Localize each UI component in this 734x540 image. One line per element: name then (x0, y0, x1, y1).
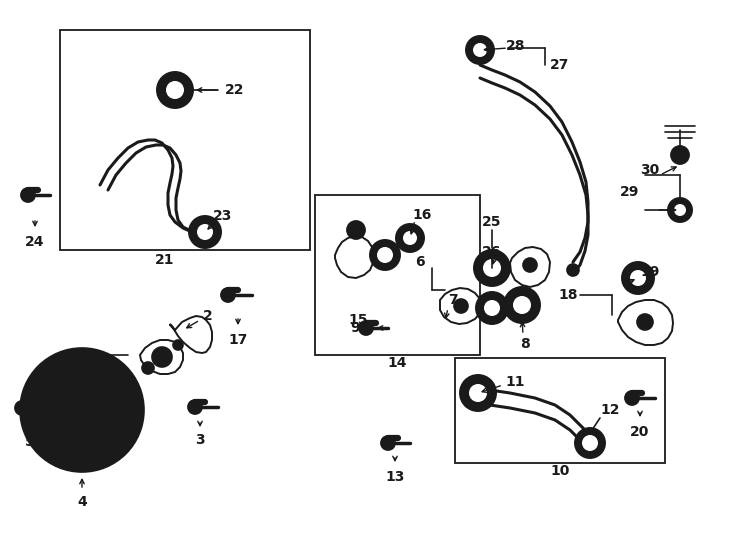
Circle shape (157, 72, 193, 108)
Circle shape (637, 314, 653, 330)
Circle shape (371, 248, 385, 262)
Text: 20: 20 (631, 425, 650, 439)
Text: 19: 19 (640, 265, 660, 279)
Text: 12: 12 (600, 403, 619, 417)
Text: 22: 22 (225, 83, 244, 97)
Circle shape (484, 300, 500, 316)
Circle shape (567, 264, 579, 276)
Text: 25: 25 (482, 215, 502, 229)
Text: 14: 14 (388, 356, 407, 370)
Text: 17: 17 (228, 333, 247, 347)
Circle shape (370, 240, 400, 270)
Text: 7: 7 (448, 293, 458, 307)
Circle shape (173, 340, 183, 350)
Circle shape (72, 400, 92, 420)
Text: 26: 26 (482, 245, 501, 259)
Circle shape (460, 375, 496, 411)
Circle shape (20, 348, 144, 472)
Circle shape (142, 362, 154, 374)
Polygon shape (618, 300, 673, 345)
Circle shape (466, 36, 494, 64)
Polygon shape (140, 340, 183, 374)
Circle shape (377, 247, 393, 263)
Circle shape (48, 376, 116, 444)
Polygon shape (335, 236, 374, 278)
Polygon shape (510, 247, 550, 287)
Circle shape (38, 366, 126, 454)
Text: 29: 29 (620, 185, 640, 199)
Text: 1: 1 (87, 348, 97, 362)
Text: 23: 23 (214, 209, 233, 223)
Circle shape (15, 401, 29, 415)
Circle shape (671, 146, 689, 164)
Text: 18: 18 (559, 288, 578, 302)
Text: 9: 9 (350, 321, 360, 335)
Circle shape (454, 299, 468, 313)
Polygon shape (170, 316, 212, 353)
Circle shape (347, 221, 365, 239)
Text: 15: 15 (348, 313, 368, 327)
Bar (455, 358, 665, 463)
Text: 28: 28 (506, 39, 526, 53)
Circle shape (513, 296, 531, 314)
Circle shape (188, 400, 202, 414)
Circle shape (60, 388, 104, 432)
Text: 5: 5 (25, 435, 35, 449)
Circle shape (474, 250, 510, 286)
Text: 27: 27 (550, 58, 570, 72)
Circle shape (396, 224, 424, 252)
Text: 6: 6 (415, 255, 425, 269)
Circle shape (504, 287, 540, 323)
Text: 24: 24 (25, 235, 45, 249)
Circle shape (469, 384, 487, 402)
Circle shape (403, 231, 417, 245)
Circle shape (381, 436, 395, 450)
Circle shape (157, 352, 167, 362)
Text: 30: 30 (640, 163, 660, 177)
Text: 2: 2 (203, 309, 213, 323)
Circle shape (197, 224, 213, 240)
Circle shape (630, 270, 646, 286)
Circle shape (476, 292, 508, 324)
Circle shape (674, 204, 686, 216)
Circle shape (29, 357, 135, 463)
Text: 3: 3 (195, 433, 205, 447)
Circle shape (359, 321, 373, 335)
Text: 4: 4 (77, 495, 87, 509)
Bar (315, 195, 480, 355)
Circle shape (166, 81, 184, 99)
Circle shape (21, 188, 35, 202)
Circle shape (582, 435, 598, 451)
Circle shape (625, 391, 639, 405)
Text: 11: 11 (505, 375, 525, 389)
Circle shape (152, 347, 172, 367)
Circle shape (523, 258, 537, 272)
Bar (60, 30, 310, 250)
Text: 16: 16 (413, 208, 432, 222)
Circle shape (668, 198, 692, 222)
Circle shape (473, 43, 487, 57)
Text: 13: 13 (385, 470, 404, 484)
Polygon shape (440, 288, 482, 324)
Circle shape (575, 428, 605, 458)
Text: 8: 8 (520, 337, 530, 351)
Circle shape (483, 259, 501, 277)
Text: 10: 10 (550, 464, 570, 478)
Circle shape (221, 288, 235, 302)
Circle shape (622, 262, 654, 294)
Text: 21: 21 (156, 253, 175, 267)
Circle shape (189, 216, 221, 248)
